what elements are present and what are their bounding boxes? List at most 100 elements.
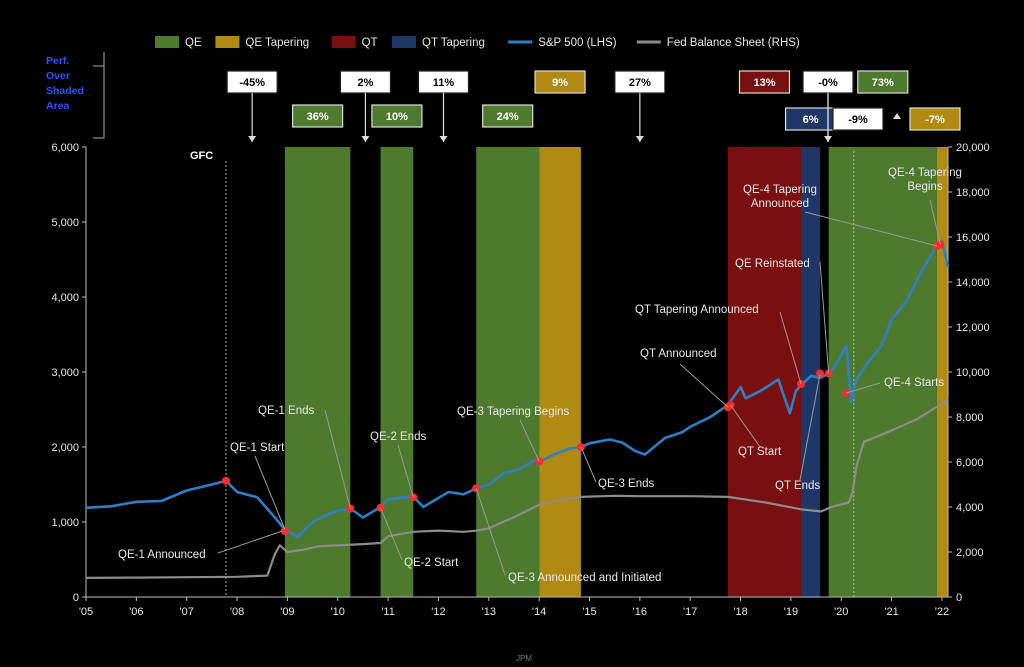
unshaded-perf-2-arrow-head bbox=[439, 136, 448, 142]
annotation-4: QE-2 Start bbox=[404, 557, 459, 569]
annotation-leader-14 bbox=[804, 211, 938, 247]
y-left-tick-label: 5,000 bbox=[51, 217, 79, 229]
x-tick-label: '09 bbox=[280, 606, 294, 618]
annotation-leader-5 bbox=[519, 419, 540, 462]
annotation-9: QT Start bbox=[738, 446, 782, 458]
y-right-tick-label: 14,000 bbox=[956, 277, 990, 289]
annotation-leader-8 bbox=[679, 363, 729, 408]
gfc-label: GFC bbox=[190, 150, 213, 162]
y-right-tick-label: 6,000 bbox=[956, 457, 984, 469]
y-left-tick-label: 4,000 bbox=[51, 292, 79, 304]
annotation-13: QE-4 Starts bbox=[884, 377, 944, 389]
y-right-tick-label: 16,000 bbox=[956, 232, 990, 244]
y-right-tick-label: 18,000 bbox=[956, 187, 990, 199]
shaded-region-3 bbox=[539, 147, 581, 597]
y-right-tick-label: 12,000 bbox=[956, 322, 990, 334]
fed-balance-sheet-line bbox=[85, 398, 949, 580]
y-left-tick-label: 3,000 bbox=[51, 367, 79, 379]
x-tick-label: '05 bbox=[79, 606, 93, 618]
perf-label: Perf. Over Shaded Area bbox=[46, 55, 84, 112]
legend-swatch-1 bbox=[215, 36, 240, 48]
shaded-perf-6-label: 73% bbox=[872, 77, 894, 89]
legend-swatch-0 bbox=[155, 36, 179, 48]
x-tick-label: '16 bbox=[633, 606, 647, 618]
annotation-leader-1 bbox=[254, 455, 286, 530]
x-tick-label: '08 bbox=[230, 606, 244, 618]
legend-label-0: QE bbox=[185, 37, 202, 49]
y-left-tick-label: 0 bbox=[73, 592, 79, 604]
x-tick-label: '15 bbox=[582, 606, 596, 618]
shaded-region-5 bbox=[800, 147, 821, 597]
annotation-14: QE-4 Tapering Announced bbox=[743, 184, 817, 210]
shaded-perf-3-box bbox=[534, 70, 586, 94]
annotation-10: QT Tapering Announced bbox=[635, 304, 759, 316]
shaded-perf-2-label: 24% bbox=[497, 111, 519, 123]
x-tick-label: '12 bbox=[431, 606, 445, 618]
annotation-2: QE-1 Ends bbox=[258, 405, 314, 417]
event-marker-1 bbox=[280, 527, 289, 535]
perf-bracket bbox=[93, 52, 105, 139]
annotation-1: QE-1 Start bbox=[230, 442, 285, 454]
annotation-0: QE-1 Announced bbox=[118, 549, 206, 561]
legend-label-2: QT bbox=[362, 37, 378, 49]
unshaded-perf-5-label: -9% bbox=[848, 114, 868, 126]
annotation-leader-11 bbox=[799, 373, 821, 481]
event-marker-0 bbox=[221, 476, 230, 485]
y-right-tick-label: 20,000 bbox=[956, 142, 990, 154]
unshaded-perf-4-label: -0% bbox=[818, 77, 838, 89]
unshaded-perf-0-arrow-head bbox=[248, 136, 257, 142]
unshaded-perf-2-label: 11% bbox=[433, 77, 455, 89]
annotation-3: QE-2 Ends bbox=[370, 431, 426, 443]
x-tick-label: '13 bbox=[482, 606, 496, 618]
x-tick-label: '10 bbox=[331, 606, 345, 618]
legend-label-3: QT Tapering bbox=[422, 37, 485, 49]
shaded-perf-4-box bbox=[738, 70, 791, 94]
x-tick-label: '17 bbox=[683, 606, 697, 618]
annotation-leader-4 bbox=[380, 507, 403, 561]
y-right-tick-label: 0 bbox=[956, 592, 962, 604]
y-right-tick-label: 4,000 bbox=[956, 502, 984, 514]
footer-label: JPM bbox=[516, 654, 532, 663]
x-tick-label: '18 bbox=[733, 606, 747, 618]
annotation-8: QT Announced bbox=[640, 348, 717, 360]
annotation-leader-6 bbox=[580, 446, 597, 483]
unshaded-perf-3-arrow-head bbox=[635, 136, 644, 142]
legend-label-5: Fed Balance Sheet (RHS) bbox=[667, 37, 800, 49]
x-tick-label: '19 bbox=[784, 606, 798, 618]
shaded-perf-4-label: 13% bbox=[753, 77, 775, 89]
annotation-leader-13 bbox=[846, 382, 881, 394]
y-right-tick-label: 2,000 bbox=[956, 547, 984, 559]
y-left-tick-label: 1,000 bbox=[51, 517, 79, 529]
annotation-leader-3 bbox=[397, 444, 414, 498]
shaded-perf-7-box bbox=[909, 107, 961, 131]
x-tick-label: '21 bbox=[884, 606, 898, 618]
legend-label-4: S&P 500 (LHS) bbox=[538, 37, 617, 49]
x-tick-label: '06 bbox=[129, 606, 143, 618]
x-tick-label: '14 bbox=[532, 606, 546, 618]
annotation-leader-15 bbox=[929, 199, 941, 245]
shaded-perf-0-label: 36% bbox=[307, 111, 329, 123]
x-tick-label: '22 bbox=[935, 606, 949, 618]
legend-label-1: QE Tapering bbox=[245, 37, 309, 49]
x-tick-label: '11 bbox=[381, 606, 395, 618]
annotation-leader-12 bbox=[819, 261, 830, 374]
shaded-perf-2-box bbox=[482, 104, 534, 128]
shaded-region-4 bbox=[727, 147, 801, 597]
shaded-region-7 bbox=[936, 147, 948, 597]
y-right-tick-label: 8,000 bbox=[956, 412, 984, 424]
annotation-7: QE-3 Announced and Initiated bbox=[508, 572, 661, 584]
shaded-perf-7-label: -7% bbox=[925, 114, 945, 126]
annotation-leader-10 bbox=[779, 311, 802, 385]
sp500-line bbox=[85, 239, 950, 539]
shaded-perf-3-label: 9% bbox=[552, 77, 568, 89]
annotation-5: QE-3 Tapering Begins bbox=[457, 406, 570, 418]
legend-swatch-2 bbox=[331, 36, 356, 48]
shaded-perf-5-label: 6% bbox=[803, 114, 819, 126]
shaded-region-2 bbox=[476, 147, 540, 597]
x-tick-label: '07 bbox=[180, 606, 194, 618]
annotation-11: QT Ends bbox=[775, 480, 820, 492]
annotation-12: QE Reinstated bbox=[735, 258, 810, 270]
annotation-leader-0 bbox=[217, 530, 283, 554]
shaded-perf-0-box bbox=[292, 104, 344, 128]
annotation-6: QE-3 Ends bbox=[598, 478, 654, 490]
